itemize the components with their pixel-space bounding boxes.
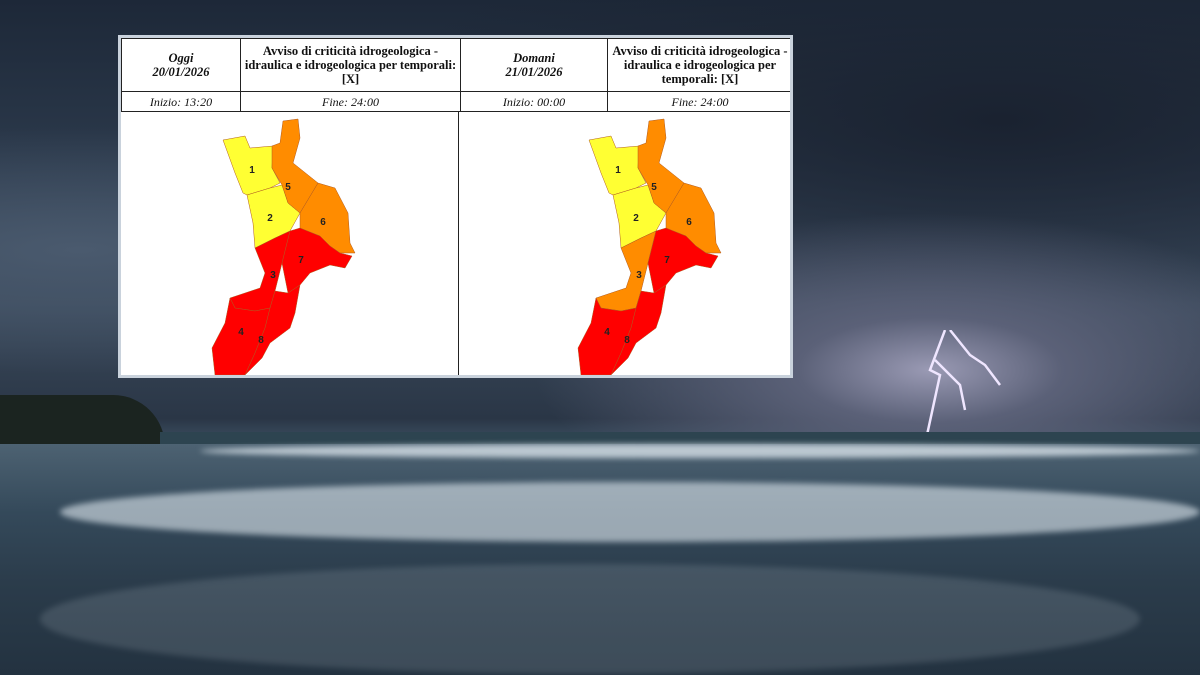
zone-label-7: 7 xyxy=(298,255,304,266)
zone-label-5: 5 xyxy=(285,182,291,193)
horizon xyxy=(160,432,1200,444)
sea xyxy=(0,444,1200,675)
zone-1 xyxy=(222,135,281,196)
zone-label-4: 4 xyxy=(238,327,244,338)
zone-1 xyxy=(588,135,647,196)
zone-label-2: 2 xyxy=(267,213,273,224)
lightning-bolt xyxy=(925,330,1001,436)
zone-label-1: 1 xyxy=(249,165,255,176)
tomorrow-map: 1 2 3 4 5 6 7 8 xyxy=(577,118,722,375)
zone-label-8: 8 xyxy=(258,335,264,346)
zone-label-6: 6 xyxy=(320,217,326,228)
tomorrow-cell: Domani 21/01/2026 xyxy=(460,38,608,92)
zone-8 xyxy=(610,284,667,375)
today-end: Fine: 24:00 xyxy=(240,91,461,112)
panel-divider xyxy=(458,112,459,375)
zone-label-8: 8 xyxy=(624,335,630,346)
zone-label-1: 1 xyxy=(615,165,621,176)
today-cell: Oggi 20/01/2026 xyxy=(121,38,241,92)
zone-label-3: 3 xyxy=(636,270,642,281)
tomorrow-end: Fine: 24:00 xyxy=(607,91,790,112)
zone-8 xyxy=(244,284,301,375)
today-map: 1 2 3 4 5 6 7 8 xyxy=(211,118,356,375)
tomorrow-title: Avviso di criticità idrogeologica - idra… xyxy=(607,38,790,92)
alert-bulletin: Oggi 20/01/2026 Avviso di criticità idrog… xyxy=(118,35,793,378)
zone-label-4: 4 xyxy=(604,327,610,338)
today-title: Avviso di criticità idrogeologica - idra… xyxy=(240,38,461,92)
zone-label-7: 7 xyxy=(664,255,670,266)
tomorrow-start: Inizio: 00:00 xyxy=(460,91,608,112)
zone-label-6: 6 xyxy=(686,217,692,228)
zone-label-2: 2 xyxy=(633,213,639,224)
zone-label-3: 3 xyxy=(270,270,276,281)
today-start: Inizio: 13:20 xyxy=(121,91,241,112)
zone-label-5: 5 xyxy=(651,182,657,193)
headland xyxy=(0,395,165,447)
